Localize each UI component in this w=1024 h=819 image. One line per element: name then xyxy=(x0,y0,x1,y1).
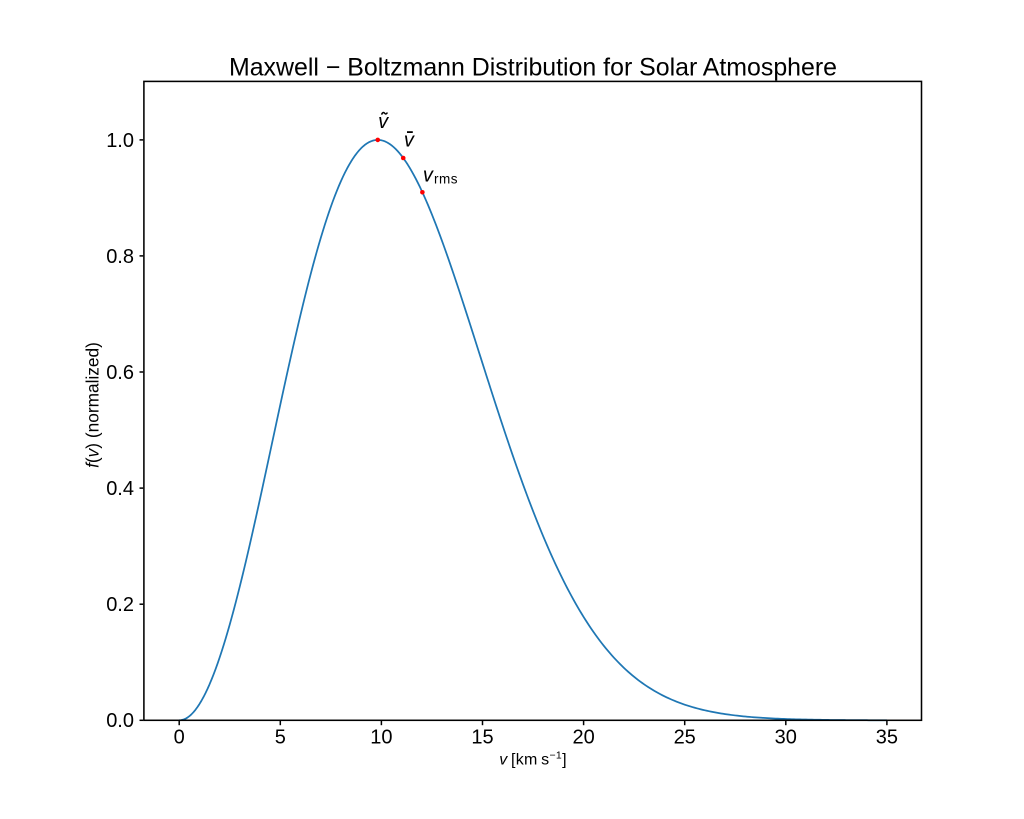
svg-text:v: v xyxy=(404,129,415,151)
svg-text:0.4: 0.4 xyxy=(106,478,134,500)
svg-text:20: 20 xyxy=(572,727,594,749)
svg-text:Maxwell − Boltzmann Distributi: Maxwell − Boltzmann Distribution for Sol… xyxy=(229,54,837,82)
svg-text:0.0: 0.0 xyxy=(106,710,134,732)
svg-text:0.6: 0.6 xyxy=(106,362,134,384)
svg-text:10: 10 xyxy=(370,727,392,749)
svg-text:rms: rms xyxy=(434,172,458,187)
svg-text:25: 25 xyxy=(674,727,696,749)
svg-text:0.8: 0.8 xyxy=(106,246,134,268)
svg-text:v: v xyxy=(423,164,434,186)
svg-text:v: v xyxy=(378,111,389,133)
svg-text:f(v) (normalized): f(v) (normalized) xyxy=(83,342,103,468)
svg-text:0: 0 xyxy=(174,727,185,749)
svg-text:5: 5 xyxy=(275,727,286,749)
svg-text:1.0: 1.0 xyxy=(106,130,134,152)
svg-text:30: 30 xyxy=(775,727,797,749)
svg-text:0.2: 0.2 xyxy=(106,594,134,616)
svg-text:35: 35 xyxy=(876,727,898,749)
svg-text:15: 15 xyxy=(471,727,493,749)
